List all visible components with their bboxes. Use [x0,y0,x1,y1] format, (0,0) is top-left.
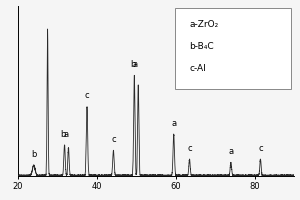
Text: c: c [258,144,263,153]
Text: a: a [171,119,176,128]
Text: a: a [63,130,68,139]
Text: c: c [111,135,116,144]
Text: c-Al: c-Al [189,64,206,73]
Text: b: b [61,130,66,139]
Text: c: c [85,91,89,100]
Text: b-B₄C: b-B₄C [189,42,214,51]
Text: b: b [31,150,36,159]
Text: a-ZrO₂: a-ZrO₂ [189,20,218,29]
Text: c: c [187,144,192,153]
Text: a: a [228,147,233,156]
Text: b: b [130,60,136,69]
Text: a: a [133,60,138,69]
FancyBboxPatch shape [175,8,291,89]
